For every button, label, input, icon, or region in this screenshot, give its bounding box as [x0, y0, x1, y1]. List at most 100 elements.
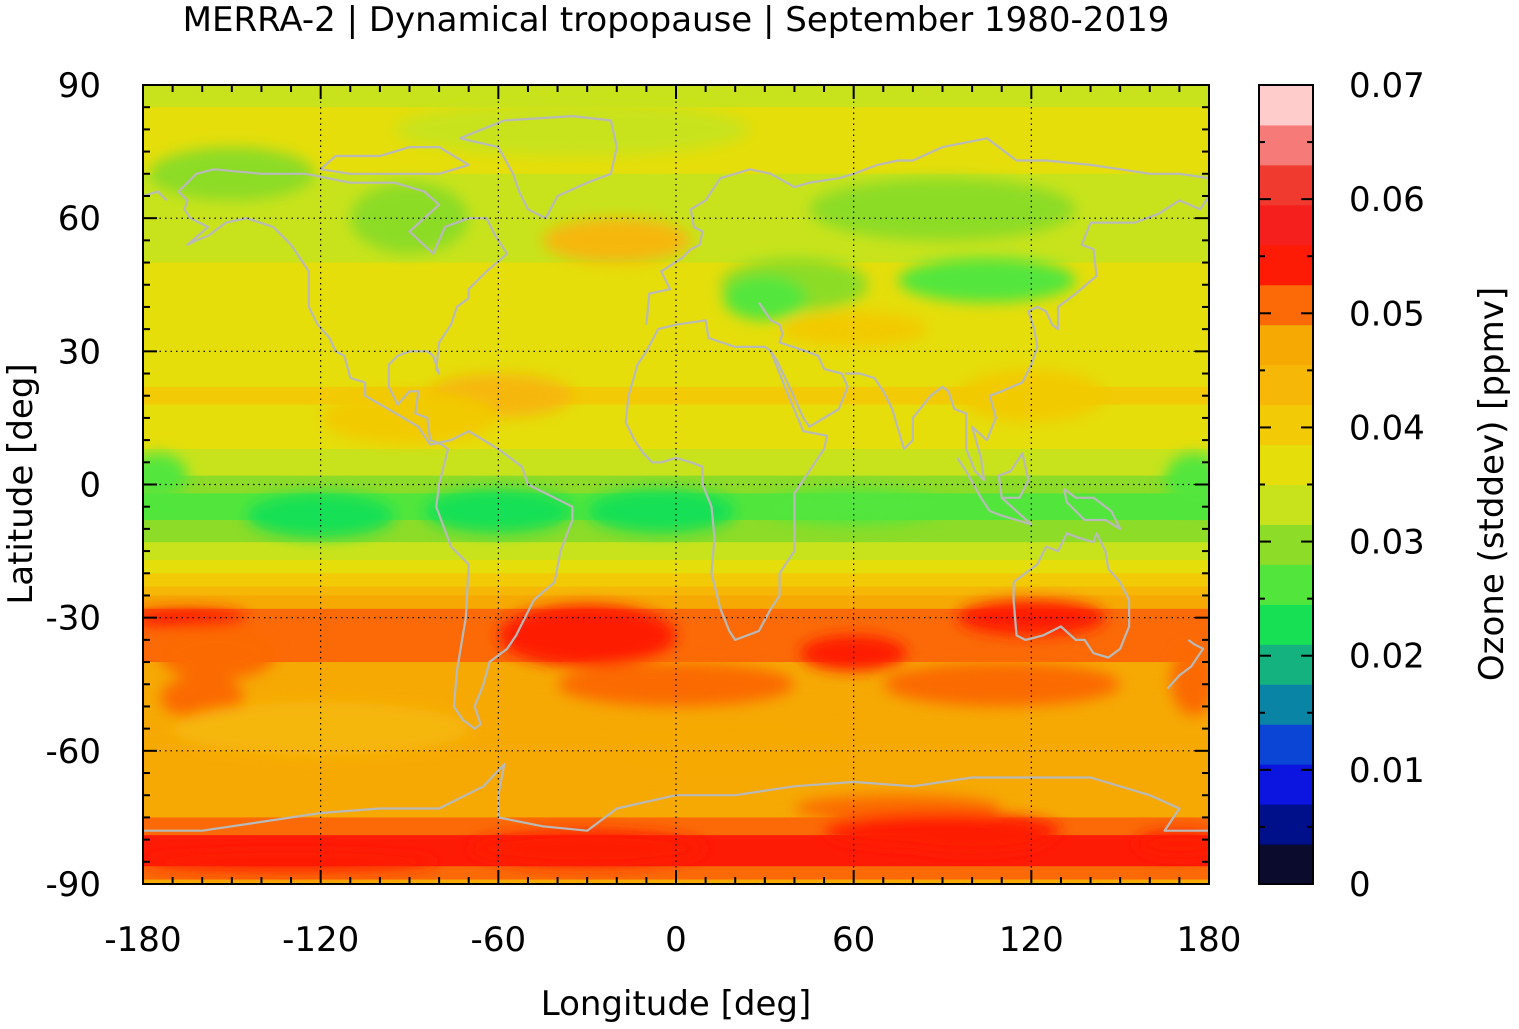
coastline-australia — [1012, 532, 1131, 659]
heatmap-band — [143, 364, 1209, 370]
heatmap-band — [143, 471, 1209, 477]
heatmap-patch — [779, 311, 928, 347]
colorbar-swatch — [1259, 244, 1313, 286]
heatmap-band — [143, 417, 1209, 423]
heatmap-patch — [320, 391, 499, 445]
coastline-africa — [624, 319, 829, 641]
heatmap-band — [143, 537, 1209, 543]
coastline-new-zealand — [1166, 639, 1205, 690]
heatmap-patch — [800, 635, 907, 671]
heatmap-band — [143, 289, 1209, 295]
heatmap-band — [143, 222, 1209, 228]
heatmap-band — [143, 799, 1209, 805]
colorbar-swatch — [1259, 524, 1313, 565]
x-tick-label: -180 — [104, 920, 181, 960]
colorbar-swatch — [1259, 844, 1313, 885]
heatmap-patch — [764, 488, 943, 525]
heatmap-band — [143, 719, 1209, 725]
heatmap-band — [143, 382, 1209, 388]
x-tick-label: 180 — [1177, 920, 1242, 960]
heatmap-band — [143, 266, 1209, 273]
colorbar-tick-label: 0.05 — [1349, 294, 1425, 334]
heatmap-band — [143, 559, 1209, 565]
heatmap-band — [143, 360, 1209, 366]
heatmap-patch — [157, 626, 277, 680]
heatmap-band — [143, 546, 1209, 552]
y-tick-label: -90 — [45, 865, 101, 905]
heatmap-band — [143, 98, 1209, 104]
y-axis-ticks: 90 60 30 0 -30 -60 -90 — [45, 66, 1209, 905]
heatmap-band — [143, 306, 1209, 312]
heatmap-patch — [957, 599, 1106, 636]
x-axis-ticks: -180 -120 -60 0 60 120 180 — [104, 85, 1241, 960]
heatmap-patch — [143, 453, 188, 498]
x-tick-label: 0 — [665, 920, 687, 960]
heatmap-band — [143, 591, 1209, 597]
heatmap-band — [143, 151, 1209, 157]
colorbar-swatch — [1259, 684, 1313, 725]
heatmap-band — [143, 453, 1209, 459]
heatmap-band — [143, 626, 1209, 632]
coastline-arabia — [757, 301, 849, 428]
heatmap-patch — [424, 488, 573, 534]
heatmap-patch — [148, 147, 315, 201]
heatmap-band — [143, 586, 1209, 592]
heatmap-band — [143, 386, 1209, 392]
heatmap-patch — [898, 258, 1076, 303]
colorbar-tick-label: 0.01 — [1349, 751, 1425, 791]
heatmap-band — [143, 329, 1209, 335]
colorbar-swatch — [1259, 644, 1313, 685]
heatmap-band — [143, 338, 1209, 344]
heatmap-patch — [1164, 453, 1209, 507]
heatmap-band — [143, 635, 1209, 641]
y-tick-label: -30 — [45, 599, 101, 639]
heatmap-band — [143, 200, 1209, 206]
heatmap-band — [143, 284, 1209, 290]
coastline-arctic-islands — [319, 146, 470, 175]
heatmap-band — [143, 315, 1209, 321]
colorbar-swatch — [1259, 604, 1313, 645]
heatmap-band — [143, 156, 1209, 162]
heatmap-band — [143, 613, 1209, 619]
heatmap-band — [143, 653, 1209, 659]
heatmap-band — [143, 218, 1209, 224]
heatmap-band — [143, 812, 1209, 819]
heatmap-patch — [723, 275, 807, 321]
heatmap-band — [143, 395, 1209, 401]
heatmap-band — [143, 448, 1209, 455]
colorbar-tick-label: 0.03 — [1349, 523, 1425, 563]
colorbar-swatch — [1259, 404, 1313, 446]
heatmap-band — [143, 475, 1209, 481]
x-axis-label: Longitude [deg] — [541, 984, 812, 1024]
heatmap-band — [143, 311, 1209, 317]
heatmap-band — [143, 817, 1209, 823]
heatmap-patch — [394, 102, 751, 157]
colorbar-swatch — [1259, 484, 1313, 525]
heatmap-patch — [1134, 830, 1209, 858]
y-tick-label: 90 — [58, 66, 101, 106]
heatmap-band — [143, 617, 1209, 623]
heatmap-band — [143, 773, 1209, 779]
heatmap-patch — [143, 608, 247, 627]
colorbar-tick-label: 0.02 — [1349, 637, 1425, 677]
heatmap-band — [143, 262, 1209, 268]
colorbar-swatch — [1259, 324, 1313, 366]
heatmap-band — [143, 426, 1209, 432]
heatmap-band — [143, 777, 1209, 783]
x-tick-label: 120 — [999, 920, 1064, 960]
coastlines — [143, 115, 1209, 832]
colorbar — [1259, 85, 1313, 885]
heatmap-band — [143, 164, 1209, 170]
heatmap-band — [143, 102, 1209, 108]
heatmap-band — [143, 178, 1209, 184]
heatmap-band — [143, 271, 1209, 277]
heatmap-band — [143, 542, 1209, 548]
colorbar-tick-label: 0.04 — [1349, 408, 1425, 448]
heatmap-band — [143, 195, 1209, 202]
heatmap-band — [143, 568, 1209, 574]
coastline-asia-south — [844, 195, 1209, 482]
heatmap-band — [143, 444, 1209, 450]
heatmap-band — [143, 657, 1209, 663]
heatmap-band — [143, 333, 1209, 339]
heatmap-band — [143, 608, 1209, 614]
